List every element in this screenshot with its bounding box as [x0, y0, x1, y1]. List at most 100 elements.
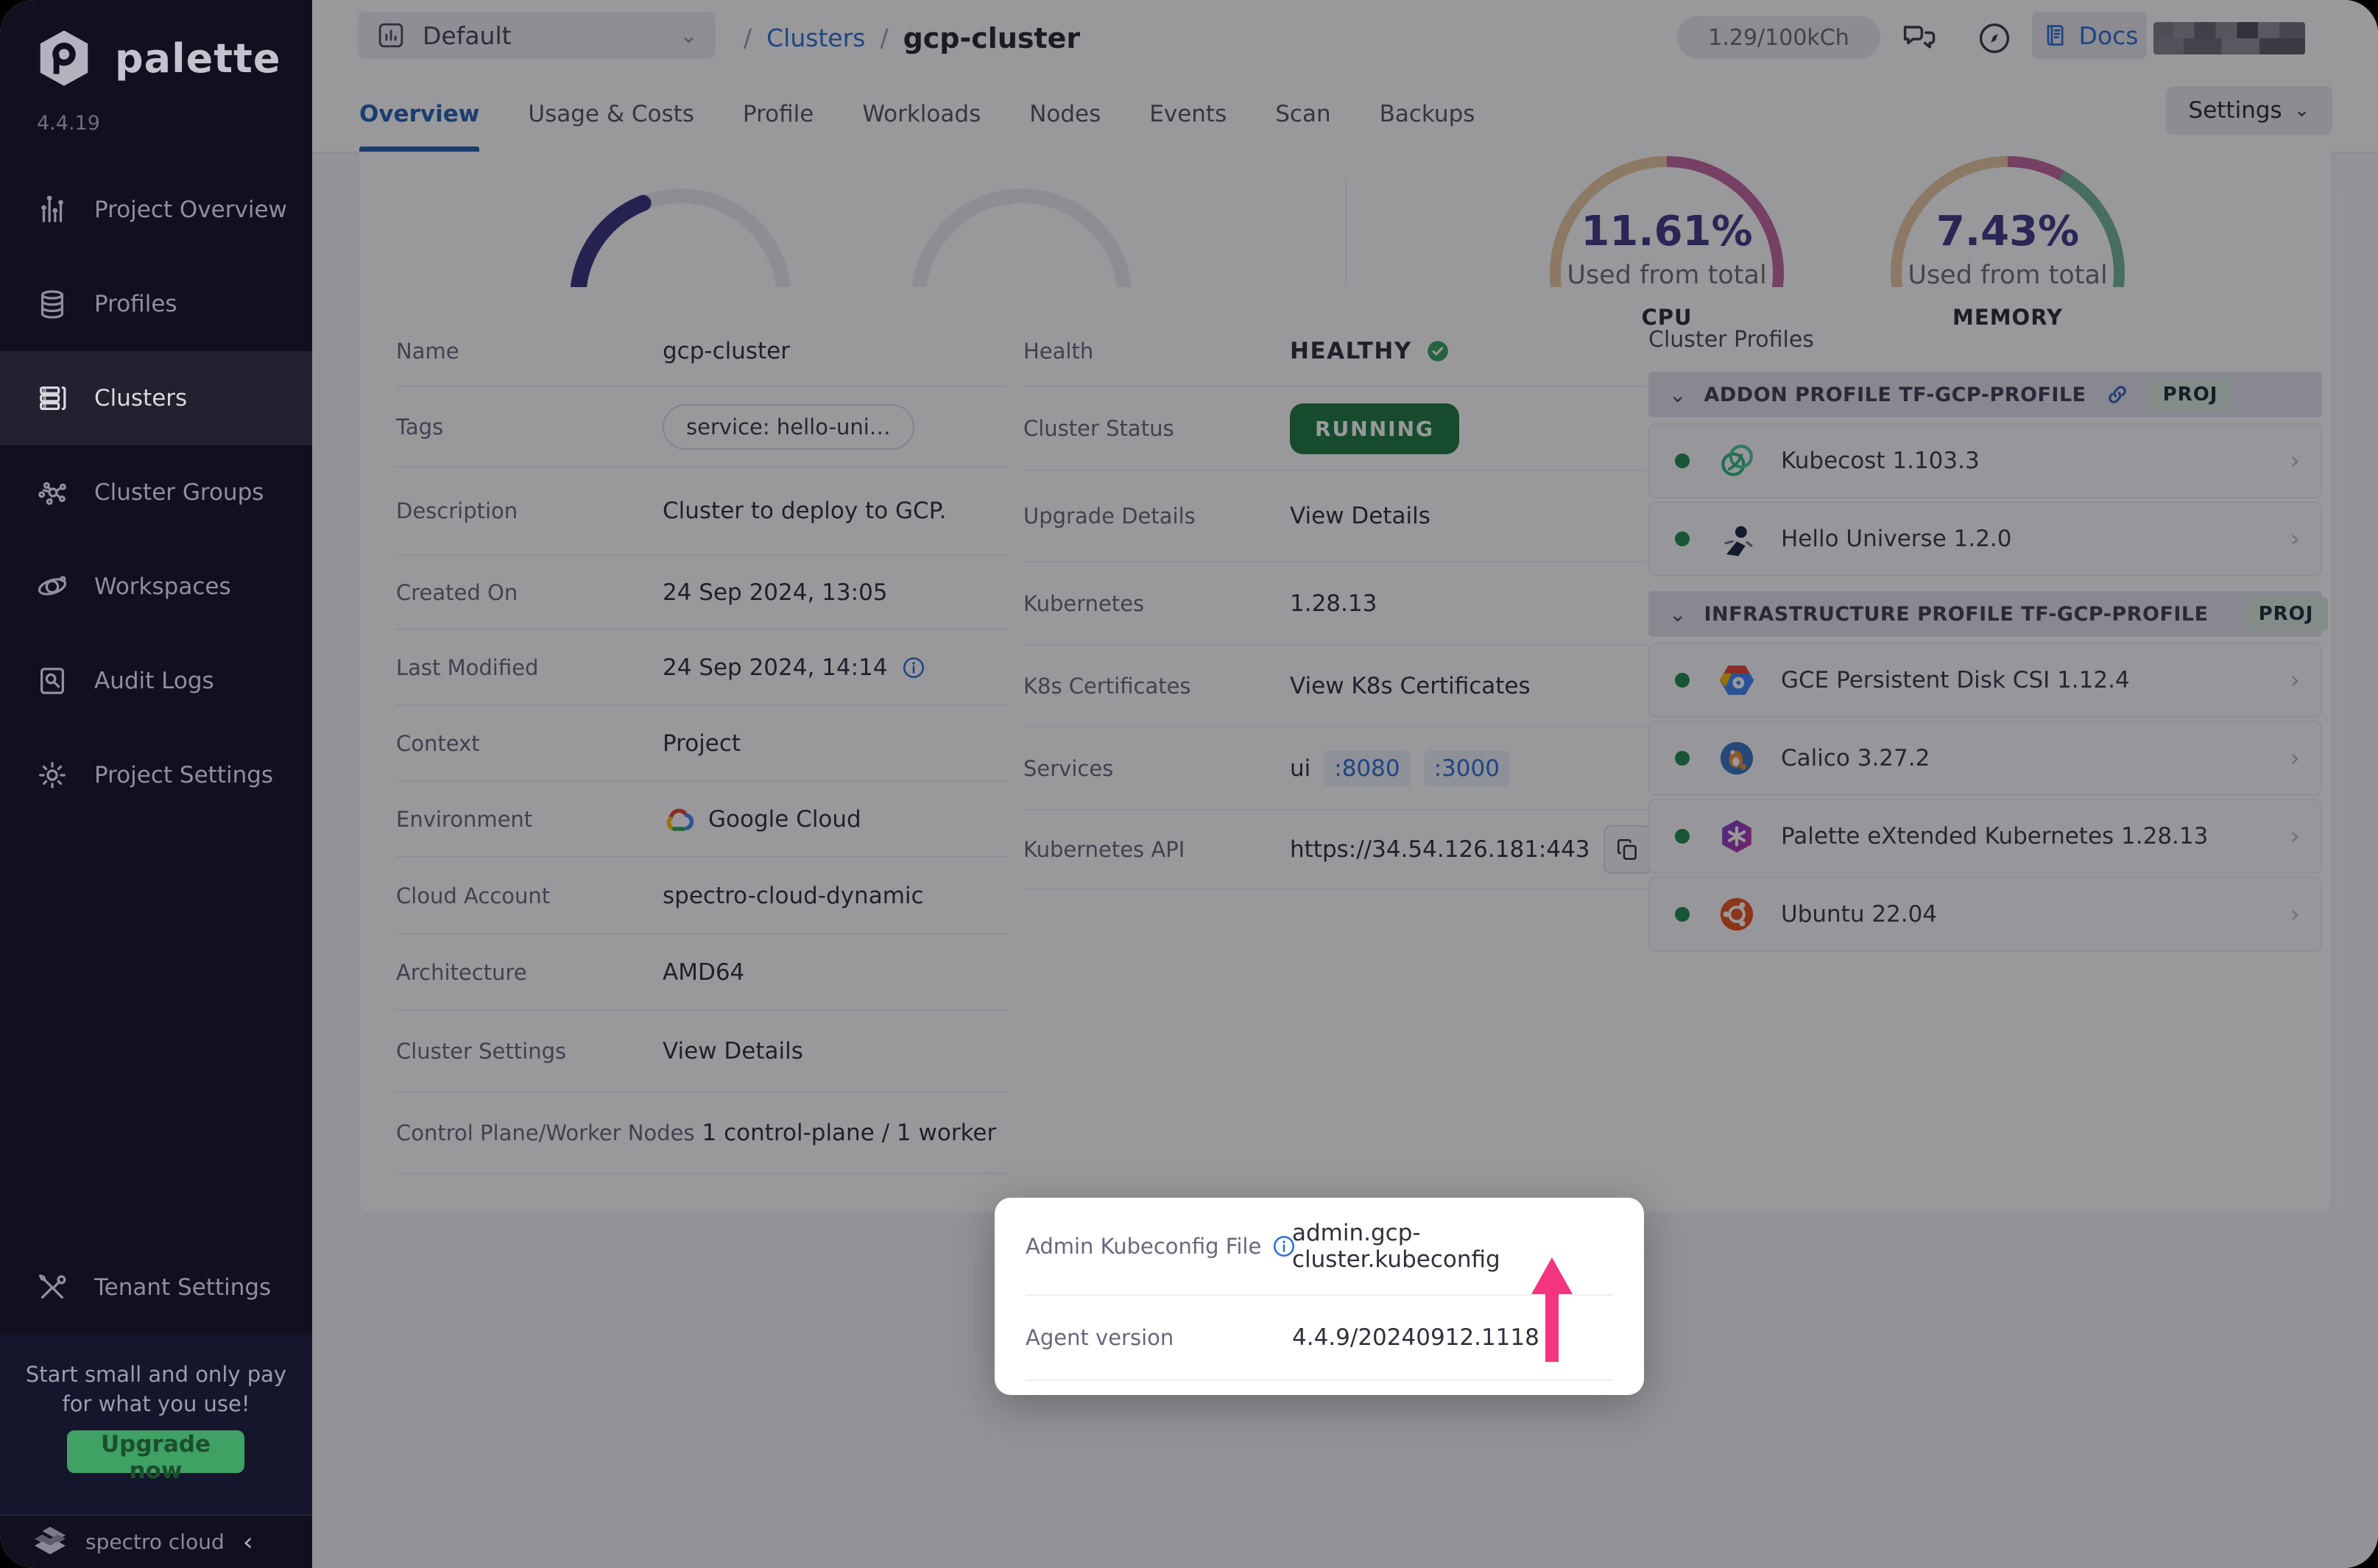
app-window: palette 4.4.19 Project Overview Profiles…: [0, 0, 2378, 1568]
proj-scope-badge: PROJ: [2148, 378, 2233, 412]
chevron-right-icon: ›: [2290, 822, 2300, 851]
layers-icon: [35, 287, 69, 321]
infrastructure-profile-header[interactable]: ⌄ INFRASTRUCTURE PROFILE TF-GCP-PROFILE …: [1648, 591, 2322, 637]
detail-row-cluster-settings: Cluster Settings View Details: [396, 1011, 1007, 1092]
detail-row-cloud-account: Cloud Account spectro-cloud-dynamic: [396, 858, 1007, 935]
chevron-down-icon: ⌄: [1669, 383, 1686, 407]
settings-button[interactable]: Settings ⌄: [2166, 86, 2332, 135]
project-chart-icon: [375, 20, 406, 51]
profile-item-kubecost[interactable]: Kubecost 1.103.3 ›: [1648, 423, 2322, 498]
profile-item-palette-extended-k8s[interactable]: Palette eXtended Kubernetes 1.28.13 ›: [1648, 799, 2322, 874]
kubecost-logo-icon: [1716, 440, 1757, 481]
details-middle-column: Health HEALTHY Cluster Status RUNNING Up…: [1023, 317, 1646, 890]
cpu-donut-label: CPU: [1550, 305, 1784, 330]
sidebar-item-cluster-groups[interactable]: Cluster Groups: [0, 445, 312, 540]
audit-log-icon: [35, 664, 69, 698]
chevron-down-icon: ⌄: [2294, 99, 2310, 121]
breadcrumb-current: gcp-cluster: [903, 22, 1081, 54]
status-dot-green: [1675, 673, 1690, 688]
brand-text: spectro cloud: [85, 1530, 225, 1554]
health-status-text: HEALTHY: [1290, 338, 1412, 364]
upgrade-view-details-link[interactable]: View Details: [1290, 503, 1430, 529]
orbit-icon: [35, 570, 69, 604]
tab-workloads[interactable]: Workloads: [862, 76, 981, 152]
sidebar-item-profiles[interactable]: Profiles: [0, 257, 312, 351]
calico-logo-icon: [1716, 738, 1757, 779]
sidebar-item-project-overview[interactable]: Project Overview: [0, 163, 312, 257]
memory-donut-caption: Used from total: [1891, 261, 2125, 290]
sidebar-tenant: Tenant Settings: [0, 1240, 312, 1335]
memory-donut-label: MEMORY: [1891, 305, 2125, 330]
service-port-3000-link[interactable]: :3000: [1424, 751, 1510, 786]
chevron-right-icon: ›: [2290, 665, 2300, 695]
addon-profile-header[interactable]: ⌄ ADDON PROFILE TF-GCP-PROFILE PROJ: [1648, 372, 2322, 417]
chevron-right-icon: ›: [2290, 744, 2300, 773]
sidebar-item-workspaces[interactable]: Workspaces: [0, 540, 312, 634]
sidebar-item-audit-logs[interactable]: Audit Logs: [0, 634, 312, 728]
status-dot-green: [1675, 532, 1690, 546]
compass-icon[interactable]: [1975, 19, 2014, 57]
sidebar-item-tenant-settings[interactable]: Tenant Settings: [0, 1240, 312, 1335]
link-icon: [2104, 381, 2131, 408]
sidebar: palette 4.4.19 Project Overview Profiles…: [0, 0, 312, 1568]
user-account-redacted[interactable]: [2153, 22, 2305, 54]
cluster-tabs-bar: Overview Usage & Costs Profile Workloads…: [312, 76, 2378, 153]
palette-logo: palette: [32, 27, 281, 90]
copy-api-url-button[interactable]: [1603, 825, 1652, 874]
breadcrumb-separator: /: [880, 24, 888, 52]
sidebar-item-label: Clusters: [94, 385, 187, 412]
chevron-down-icon: ⌄: [1669, 602, 1686, 626]
tab-usage-costs[interactable]: Usage & Costs: [528, 76, 694, 152]
profile-item-calico[interactable]: Calico 3.27.2 ›: [1648, 721, 2322, 796]
topbar: Default ⌄ / Clusters / gcp-cluster 1.29/…: [312, 0, 2378, 76]
chevron-right-icon: ›: [2290, 900, 2300, 929]
cluster-details-card: Name gcp-cluster Tags service: hello-uni…: [359, 287, 2331, 1212]
server-icon: [35, 381, 69, 415]
detail-row-last-modified: Last Modified 24 Sep 2024, 14:14: [396, 630, 1007, 706]
cpu-used-percent: 11.61%: [1550, 208, 1784, 255]
tab-overview[interactable]: Overview: [359, 76, 479, 152]
spectro-cloud-logo-icon: [29, 1522, 71, 1563]
profile-item-ubuntu[interactable]: Ubuntu 22.04 ›: [1648, 877, 2322, 952]
running-status-badge: RUNNING: [1290, 403, 1459, 454]
info-icon[interactable]: [901, 655, 926, 680]
detail-row-agent-version: Agent version 4.4.9/20240912.1118: [1026, 1296, 1613, 1381]
docs-button[interactable]: Docs: [2032, 12, 2147, 59]
detail-row-architecture: Architecture AMD64: [396, 935, 1007, 1011]
cluster-profiles-title: Cluster Profiles: [1648, 327, 2322, 353]
breadcrumb-link-clusters[interactable]: Clusters: [766, 24, 865, 52]
proj-scope-badge: PROJ: [2244, 597, 2329, 631]
sidebar-nav: Project Overview Profiles Clusters Clust…: [0, 163, 312, 822]
tab-nodes[interactable]: Nodes: [1029, 76, 1101, 152]
upgrade-promo: Start small and only pay for what you us…: [0, 1335, 312, 1516]
tab-backups[interactable]: Backups: [1380, 76, 1475, 152]
usage-credits-pill[interactable]: 1.29/100kCh: [1677, 16, 1880, 59]
app-version: 4.4.19: [37, 112, 100, 135]
detail-row-admin-kubeconfig: Admin Kubeconfig File admin.gcp-cluster.…: [1026, 1198, 1613, 1296]
bar-chart-icon: [35, 193, 69, 227]
tab-profile[interactable]: Profile: [743, 76, 814, 152]
status-dot-green: [1675, 907, 1690, 922]
details-left-column: Name gcp-cluster Tags service: hello-uni…: [396, 317, 1007, 1174]
breadcrumb: / Clusters / gcp-cluster: [744, 0, 1080, 76]
project-selector-dropdown[interactable]: Default ⌄: [358, 12, 716, 59]
sidebar-item-label: Audit Logs: [94, 668, 214, 694]
detail-row-cluster-status: Cluster Status RUNNING: [1023, 387, 1646, 471]
detail-row-upgrade-details: Upgrade Details View Details: [1023, 471, 1646, 562]
tag-pill[interactable]: service: hello-uni…: [663, 404, 914, 450]
collapse-sidebar-icon[interactable]: ‹: [243, 1530, 253, 1555]
sidebar-item-project-settings[interactable]: Project Settings: [0, 728, 312, 822]
tab-scan[interactable]: Scan: [1275, 76, 1330, 152]
cluster-settings-view-details-link[interactable]: View Details: [663, 1038, 803, 1064]
upgrade-now-button[interactable]: Upgrade now: [67, 1430, 244, 1473]
sidebar-item-clusters[interactable]: Clusters: [0, 351, 312, 445]
profile-item-gce-disk-csi[interactable]: GCE Persistent Disk CSI 1.12.4 ›: [1648, 643, 2322, 718]
service-port-8080-link[interactable]: :8080: [1324, 751, 1410, 786]
profile-item-hello-universe[interactable]: Hello Universe 1.2.0 ›: [1648, 501, 2322, 576]
chat-feedback-icon[interactable]: [1899, 19, 1938, 57]
sidebar-footer: spectro cloud ‹: [0, 1514, 312, 1568]
chevron-down-icon: ⌄: [680, 23, 698, 49]
tab-events[interactable]: Events: [1149, 76, 1227, 152]
docs-label: Docs: [2079, 21, 2139, 50]
view-k8s-certificates-link[interactable]: View K8s Certificates: [1290, 673, 1531, 699]
